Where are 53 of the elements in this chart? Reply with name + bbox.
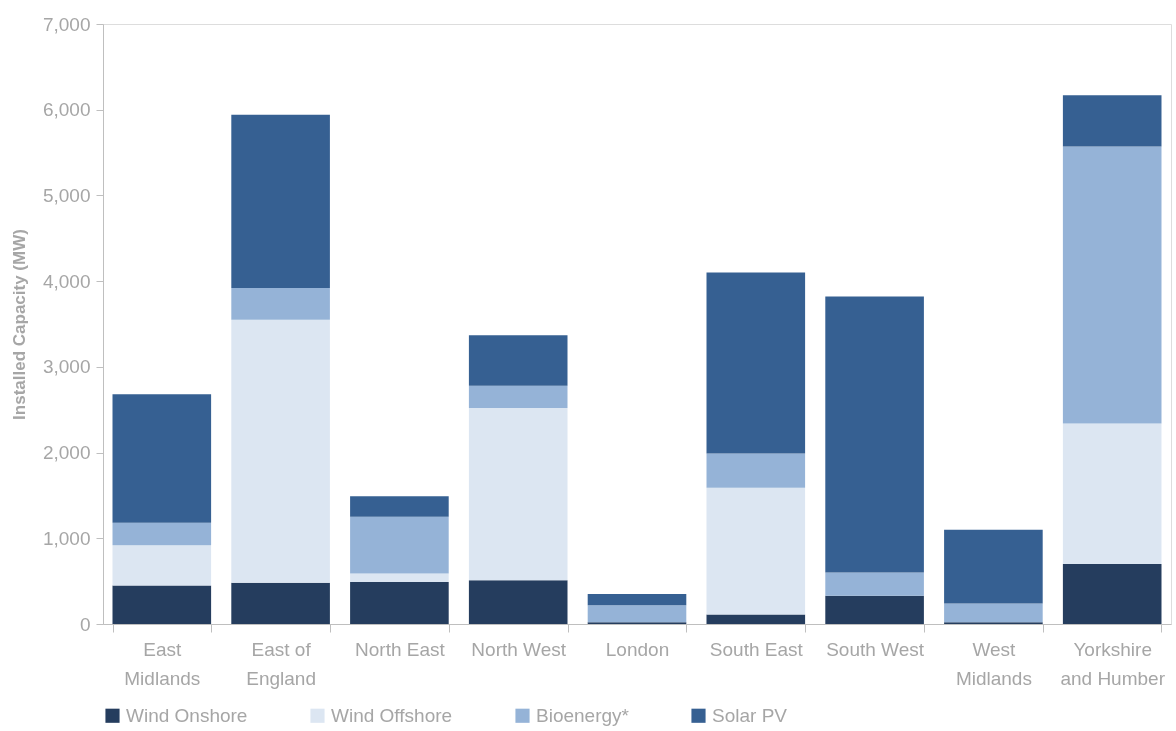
y-tick-label: 6,000 — [42, 99, 91, 121]
bar — [944, 603, 1043, 623]
bar — [468, 580, 568, 624]
bar — [825, 572, 924, 596]
legend-label: Wind Offshore — [331, 704, 453, 726]
y-tick-label: 4,000 — [42, 270, 91, 292]
x-tick-label: London — [605, 638, 670, 660]
x-tick-label: South East — [709, 638, 804, 660]
y-tick-label: 2,000 — [42, 442, 91, 464]
bar — [1062, 95, 1162, 147]
bar — [706, 614, 806, 624]
bar — [825, 296, 924, 573]
bar — [112, 522, 212, 546]
bar — [231, 319, 330, 583]
bar — [944, 529, 1043, 604]
bar — [587, 594, 687, 606]
bar — [350, 516, 449, 574]
bar — [231, 288, 330, 320]
bar — [825, 595, 924, 624]
bar — [350, 573, 449, 582]
y-tick-label: 3,000 — [42, 356, 91, 378]
bar — [468, 335, 568, 386]
legend-label: Wind Onshore — [126, 704, 248, 726]
y-tick-label: 7,000 — [42, 13, 91, 35]
bar — [112, 585, 212, 624]
bar — [468, 385, 568, 408]
legend-label: Bioenergy* — [536, 704, 630, 726]
bar — [112, 394, 212, 523]
x-tick-label: East of England — [246, 638, 316, 689]
bar — [231, 582, 330, 624]
x-tick-label: South West — [826, 638, 925, 660]
bar — [350, 582, 449, 624]
bar — [231, 114, 330, 288]
x-tick-label: East Midlands — [124, 638, 201, 689]
x-tick-label: North West — [471, 638, 567, 660]
y-tick-label: 5,000 — [42, 184, 91, 206]
x-tick-label: West Midlands — [955, 638, 1032, 689]
bar — [112, 545, 212, 586]
bar — [1062, 146, 1162, 424]
bar — [1062, 423, 1162, 564]
x-tick-label: Yorkshire and Humber — [1060, 638, 1166, 689]
bar — [706, 453, 806, 488]
bar — [1062, 564, 1162, 624]
x-tick-label: North East — [355, 638, 446, 660]
bar — [706, 487, 806, 615]
y-axis-title: Installed Capacity (MW) — [9, 229, 29, 420]
bar — [587, 605, 687, 623]
bar — [468, 408, 568, 581]
bar — [350, 496, 449, 517]
y-tick-label: 1,000 — [42, 527, 91, 549]
bar — [706, 272, 806, 454]
legend-label: Solar PV — [712, 704, 788, 726]
y-tick-label: 0 — [79, 613, 91, 635]
